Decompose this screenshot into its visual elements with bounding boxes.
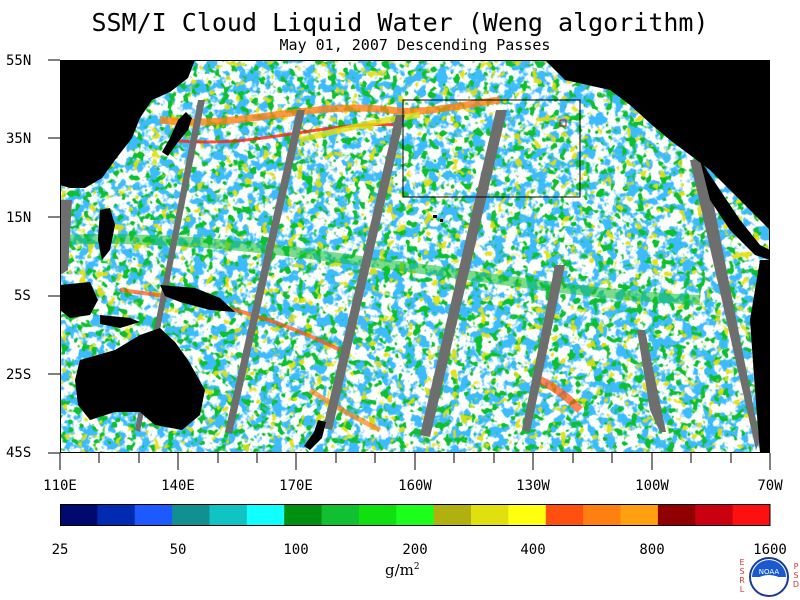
colorbar-swatch bbox=[695, 504, 734, 526]
map-panel bbox=[59, 60, 770, 453]
colorbar-swatch bbox=[620, 504, 659, 526]
colorbar-label: 1600 bbox=[753, 542, 787, 558]
colorbar-frame bbox=[60, 504, 771, 526]
lon-label-140e: 140E bbox=[161, 478, 195, 494]
colorbar-swatch bbox=[545, 504, 584, 526]
new-guinea-landmass bbox=[160, 285, 235, 312]
colorbar-swatch bbox=[732, 504, 771, 526]
colorbar-swatch bbox=[433, 504, 472, 526]
philippines-landmass bbox=[98, 208, 115, 260]
colorbar-swatch bbox=[209, 504, 248, 526]
lon-label-70w: 70W bbox=[757, 478, 783, 494]
colorbar-swatch bbox=[321, 504, 360, 526]
svg-text:NOAA: NOAA bbox=[759, 568, 780, 576]
new-zealand-landmass bbox=[304, 420, 326, 450]
colorbar-swatch bbox=[134, 504, 173, 526]
map-frame bbox=[60, 60, 770, 453]
colorbar-label: 400 bbox=[520, 542, 546, 558]
lat-label-35n: 35N bbox=[6, 131, 32, 147]
region-box bbox=[402, 99, 581, 198]
colorbar-swatch bbox=[583, 504, 622, 526]
north-america-landmass bbox=[545, 60, 770, 230]
colorbar-swatch bbox=[657, 504, 696, 526]
lat-label-55n: 55N bbox=[6, 53, 32, 69]
lat-label-25s: 25S bbox=[6, 367, 32, 383]
australia-landmass bbox=[75, 328, 205, 430]
asia-landmass bbox=[60, 60, 195, 188]
colorbar-unit: g/m2 bbox=[385, 561, 420, 579]
map-subtitle: May 01, 2007 Descending Passes bbox=[279, 36, 551, 54]
japan-landmass bbox=[162, 112, 192, 156]
colorbar-swatch bbox=[471, 504, 509, 526]
borneo-landmass bbox=[60, 282, 98, 318]
colorbar-label: 100 bbox=[283, 542, 309, 558]
colorbar-label: 50 bbox=[169, 542, 187, 558]
noaa-emblem: NOAA bbox=[749, 557, 789, 597]
lat-label-45s: 45S bbox=[6, 445, 32, 461]
lat-label-5s: 5S bbox=[14, 288, 31, 304]
south-america-landmass bbox=[750, 260, 770, 453]
lon-label-160w: 160W bbox=[398, 478, 432, 494]
lon-label-110e: 110E bbox=[43, 478, 77, 494]
colorbar-swatch bbox=[508, 504, 547, 526]
colorbar-swatch bbox=[396, 504, 435, 526]
colorbar-swatch bbox=[284, 504, 323, 526]
land-masses bbox=[60, 60, 770, 453]
colorbar-swatch bbox=[358, 504, 397, 526]
colorbar bbox=[60, 504, 771, 526]
colorbar-label: 200 bbox=[402, 542, 428, 558]
colorbar-swatch bbox=[246, 504, 285, 526]
colorbar-swatch bbox=[97, 504, 136, 526]
lon-label-130w: 130W bbox=[516, 478, 550, 494]
colorbar-swatch bbox=[60, 504, 98, 526]
colorbar-label: 25 bbox=[51, 542, 69, 558]
lat-label-15n: 15N bbox=[6, 210, 32, 226]
lon-label-100w: 100W bbox=[635, 478, 669, 494]
map-svg bbox=[59, 60, 770, 453]
small-marker-box bbox=[559, 119, 567, 127]
lon-label-170e: 170E bbox=[279, 478, 313, 494]
map-title: SSM/I Cloud Liquid Water (Weng algorithm… bbox=[91, 8, 709, 37]
colorbar-label: 800 bbox=[639, 542, 665, 558]
colorbar-swatch bbox=[172, 504, 210, 526]
